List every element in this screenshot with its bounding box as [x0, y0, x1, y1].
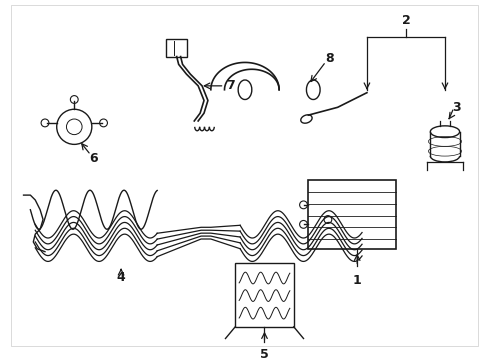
Text: 3: 3 — [451, 101, 460, 114]
Text: 1: 1 — [352, 274, 361, 287]
Text: 2: 2 — [401, 14, 409, 27]
Text: 4: 4 — [117, 271, 125, 284]
Text: 6: 6 — [89, 152, 98, 165]
Text: 7: 7 — [225, 79, 234, 93]
Text: 8: 8 — [325, 52, 333, 65]
Text: 5: 5 — [260, 348, 268, 360]
